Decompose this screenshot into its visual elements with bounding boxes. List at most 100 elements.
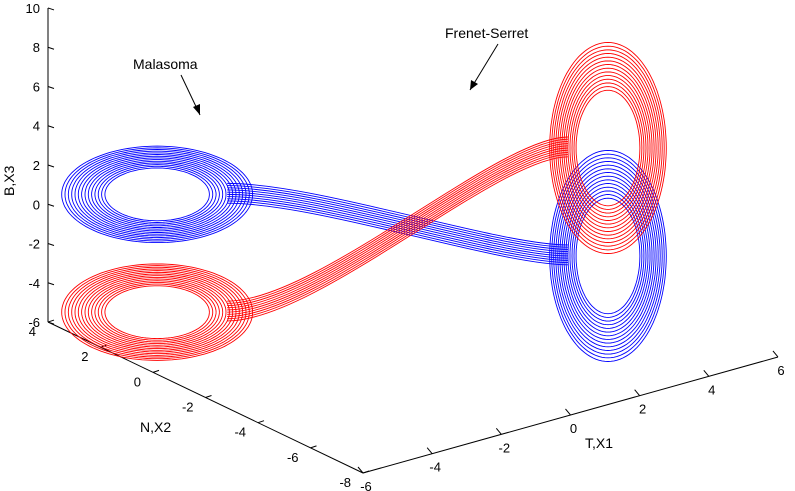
series-frenet-serret (61, 42, 667, 361)
attractor-strand (227, 182, 568, 246)
z-tick-label: 4 (33, 119, 40, 134)
attractor-strand (227, 151, 568, 318)
z-tick-mark (47, 203, 55, 207)
y-tick-label: 4 (29, 324, 36, 339)
attractor-loop-left (104, 285, 210, 340)
z-tick-label: -4 (28, 276, 40, 291)
attractor-loop-right (551, 153, 665, 359)
attractor-strand (227, 154, 568, 320)
attractor-loop-left (81, 273, 234, 351)
attractor-loop-right (555, 161, 661, 351)
y-tick-label: -6 (287, 450, 299, 465)
attractor-loop-left (61, 263, 254, 361)
attractor-loop-left (87, 159, 227, 230)
z-tick-mark (47, 86, 55, 89)
attractor-loop-left (101, 165, 214, 223)
annotation-malasoma: Malasoma (133, 56, 198, 72)
attractor-loop-left (87, 276, 227, 348)
attractor-loop-left (84, 157, 230, 232)
x-axis-line (362, 356, 779, 474)
attractor-loop-left (101, 283, 214, 341)
attractor-strand (227, 145, 568, 311)
x-tick-label: 6 (777, 363, 784, 378)
attractor-loop-left (97, 281, 217, 343)
y-tick-mark (362, 470, 370, 474)
x-tick-mark (426, 447, 433, 454)
attractor-strand (227, 143, 568, 309)
attractor-loop-right (549, 149, 667, 362)
x-tick-label: 2 (639, 402, 646, 417)
annotation-group: Malasoma Frenet-Serret (133, 25, 528, 116)
z-tick-mark (47, 46, 55, 50)
annotation-malasoma-arrowhead (193, 104, 200, 115)
z-tick-mark (47, 7, 55, 11)
attractor-loop-right (557, 164, 659, 348)
attractor-strand (227, 147, 568, 313)
attractor-strand (227, 136, 568, 302)
attractor-loop-right (559, 60, 657, 236)
y-tick-mark (47, 319, 55, 323)
attractor-loop-right (553, 157, 663, 355)
attractor-loop-right (571, 82, 645, 214)
attractor-loop-left (61, 145, 254, 244)
attractor-loop-left (74, 152, 240, 237)
z-tick-label: 6 (33, 79, 40, 94)
attractor-loop-right (569, 78, 647, 218)
attractor-strand (227, 156, 568, 322)
z-tick-label: 10 (26, 1, 40, 16)
x-tick-mark (495, 427, 502, 435)
z-tick-mark (47, 282, 55, 286)
z-tick-mark (47, 125, 55, 129)
z-tick-label: 0 (33, 197, 40, 212)
attractor-loop-left (64, 147, 250, 242)
x-tick-mark (703, 369, 710, 377)
attractor-loop-left (71, 150, 244, 239)
y-tick-label: -2 (182, 400, 194, 415)
attractor-loop-right (571, 190, 645, 322)
y-tick-mark (310, 445, 317, 449)
attractor-loop-right (575, 89, 641, 207)
z-tick-label: -2 (28, 237, 40, 252)
x-tick-label: -6 (360, 479, 372, 491)
x-axis-label: T,X1 (585, 435, 613, 451)
z-tick-label: 2 (33, 158, 40, 173)
y-tick-mark (152, 369, 160, 373)
attractor-loop-right (569, 186, 647, 326)
attractor-strand (227, 185, 568, 248)
attractor-strand (227, 138, 568, 304)
x-tick-label: -2 (499, 440, 511, 455)
attractor-loop-right (573, 86, 643, 210)
attractor-loop-left (81, 155, 234, 233)
series-malasoma (61, 145, 667, 362)
attractor-loop-right (557, 56, 659, 240)
attractor-loop-right (549, 42, 667, 254)
y-tick-label: 2 (81, 349, 88, 364)
z-tick-label: 8 (33, 40, 40, 55)
attractor-loop-left (94, 162, 220, 227)
y-tick-label: -4 (234, 425, 246, 440)
attractor-loop-right (555, 53, 661, 243)
y-tick-mark (205, 395, 212, 398)
attractor-loop-left (77, 271, 237, 353)
attractor-loop-right (573, 194, 643, 318)
annotation-frenet-serret: Frenet-Serret (445, 25, 528, 41)
attractor-strand (227, 140, 568, 307)
attractor-loop-left (97, 164, 217, 225)
y-tick-label: 0 (134, 374, 141, 389)
attractor-loop-left (91, 160, 224, 228)
attractor-loop-right (575, 197, 641, 315)
x-tick-mark (634, 389, 641, 396)
attractor-strand (227, 149, 568, 315)
z-tick-mark (47, 321, 55, 325)
x-tick-label: 0 (570, 421, 577, 436)
z-axis-label: B,X3 (1, 165, 17, 196)
attractor-loop-left (104, 167, 210, 222)
attractor-loop-left (67, 149, 247, 240)
attractor-loop-left (77, 154, 237, 235)
z-tick-mark (47, 243, 55, 246)
y-tick-mark (257, 420, 265, 424)
attractor-loop-left (67, 266, 247, 358)
attractor-loop-left (74, 270, 240, 355)
